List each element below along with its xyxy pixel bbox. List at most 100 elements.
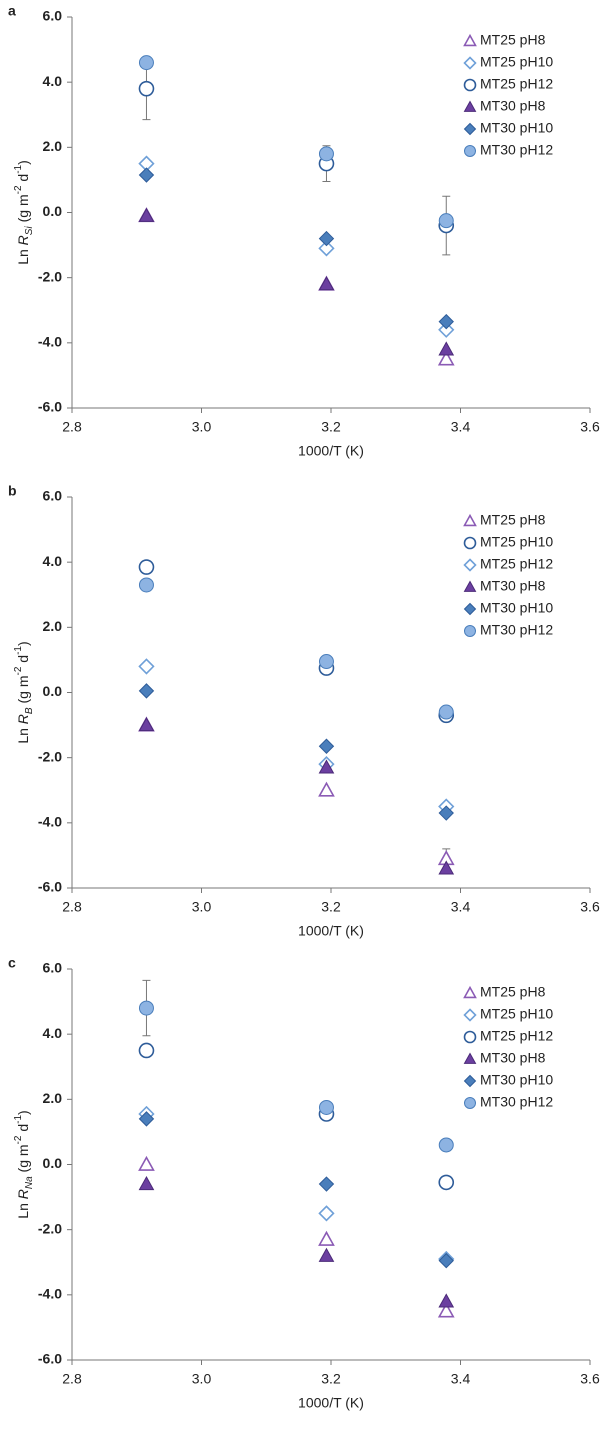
legend-marker <box>463 602 477 616</box>
legend-marker <box>463 558 477 572</box>
y-axis-label-part: ) <box>15 160 31 165</box>
point <box>138 717 155 732</box>
point <box>318 738 335 754</box>
y-tick-label: 2.0 <box>43 618 63 634</box>
y-tick-label: 0.0 <box>43 203 63 219</box>
y-axis-label-part: -1 <box>13 164 24 173</box>
legend-marker <box>463 56 477 70</box>
y-axis-label-part: d <box>15 174 31 186</box>
point <box>438 1252 454 1269</box>
y-tick-label: 0.0 <box>43 683 63 699</box>
x-tick-label: 3.4 <box>451 419 471 435</box>
point <box>318 1099 334 1115</box>
point <box>437 350 455 366</box>
point <box>438 860 455 875</box>
point <box>138 1000 154 1016</box>
legend-label: MT30 pH8 <box>480 578 546 594</box>
legend-marker <box>463 78 477 92</box>
point <box>438 1137 454 1153</box>
point <box>138 1042 155 1059</box>
legend-marker <box>464 1097 476 1109</box>
y-axis-label-part: Na <box>24 1176 35 1189</box>
y-axis-label: Ln RSi (g m-2 d-1) <box>13 160 35 265</box>
point <box>138 559 155 575</box>
legend-label: MT25 pH12 <box>480 76 553 92</box>
point <box>438 313 454 330</box>
legend-marker <box>463 985 477 999</box>
y-tick-label: 4.0 <box>43 553 63 569</box>
panel-label: b <box>8 483 17 499</box>
legend-label: MT25 pH10 <box>480 1006 553 1022</box>
y-axis-label: Ln RB (g m-2 d-1) <box>13 641 35 743</box>
point <box>318 654 334 670</box>
x-tick-label: 3.4 <box>451 1371 471 1387</box>
x-tick-label: 3.6 <box>580 1371 600 1387</box>
x-tick-label: 3.0 <box>192 419 212 435</box>
x-tick-label: 3.0 <box>192 899 212 915</box>
y-tick-label: 4.0 <box>43 1025 63 1041</box>
x-tick-label: 3.6 <box>580 899 600 915</box>
y-axis-label-part: (g m <box>15 1144 31 1176</box>
legend-marker <box>463 122 477 136</box>
x-tick-label: 3.2 <box>321 419 341 435</box>
legend-marker <box>464 625 476 637</box>
legend-marker <box>463 1074 477 1088</box>
legend-label: MT25 pH8 <box>480 32 546 48</box>
panel-label: a <box>8 3 16 19</box>
legend-label: MT30 pH8 <box>480 1050 546 1066</box>
x-tick-label: 2.8 <box>62 419 82 435</box>
panel-label: c <box>8 955 16 971</box>
point <box>318 1205 335 1222</box>
legend-label: MT25 pH8 <box>480 984 546 1000</box>
point <box>318 1247 335 1262</box>
legend-marker <box>463 580 477 592</box>
point <box>438 704 454 720</box>
y-tick-label: -4.0 <box>38 814 62 830</box>
y-axis-label-part: -1 <box>13 646 24 655</box>
y-tick-label: -2.0 <box>38 748 62 764</box>
y-tick-label: 2.0 <box>43 1090 63 1106</box>
legend-label: MT30 pH12 <box>480 1094 553 1110</box>
y-axis-label-part: d <box>15 655 31 667</box>
legend-label: MT30 pH10 <box>480 600 553 616</box>
y-axis-label-part: (g m <box>15 194 31 226</box>
legend-label: MT25 pH10 <box>480 534 553 550</box>
legend-marker <box>463 33 477 47</box>
y-tick-label: 6.0 <box>43 8 63 24</box>
y-tick-label: -2.0 <box>38 268 62 284</box>
y-axis-label-part: Ln <box>15 724 31 743</box>
y-axis-label-part: ) <box>15 1110 31 1115</box>
point <box>138 1155 155 1171</box>
legend-marker <box>463 100 477 112</box>
chart-panel: -6.0 -4.0 -2.0 0.0 2.0 4.0 6.0 2.8 3.0 3.2 3.4 3.6 1… <box>8 3 600 459</box>
x-tick-label: 3.2 <box>321 899 341 915</box>
legend-label: MT25 pH8 <box>480 512 546 528</box>
chart-panel: -6.0 -4.0 -2.0 0.0 2.0 4.0 6.0 2.8 3.0 3.2 3.4 3.6 1… <box>8 955 600 1411</box>
point <box>138 1111 155 1127</box>
point <box>318 1176 335 1192</box>
y-tick-label: -6.0 <box>38 399 62 415</box>
point <box>138 167 155 183</box>
x-axis-label: 1000/T (K) <box>298 443 364 459</box>
y-tick-label: -6.0 <box>38 879 62 895</box>
point <box>438 805 454 821</box>
legend-label: MT30 pH8 <box>480 98 546 114</box>
point <box>138 1176 155 1191</box>
y-tick-label: 4.0 <box>43 73 63 89</box>
x-tick-label: 3.6 <box>580 419 600 435</box>
x-axis-label: 1000/T (K) <box>298 1395 364 1411</box>
point <box>318 1230 335 1246</box>
y-axis-label-part: R <box>15 235 31 245</box>
legend-label: MT30 pH12 <box>480 622 553 638</box>
y-axis-label-part: Ln <box>15 245 31 264</box>
point <box>318 146 334 162</box>
y-tick-label: -4.0 <box>38 334 62 350</box>
legend-marker <box>463 1052 477 1064</box>
point <box>318 276 335 291</box>
point <box>318 240 335 257</box>
y-tick-label: 6.0 <box>43 488 63 504</box>
y-axis-label-part: (g m <box>15 676 31 708</box>
point <box>438 321 455 338</box>
y-axis-label-part: -2 <box>13 185 24 194</box>
x-tick-label: 2.8 <box>62 1371 82 1387</box>
